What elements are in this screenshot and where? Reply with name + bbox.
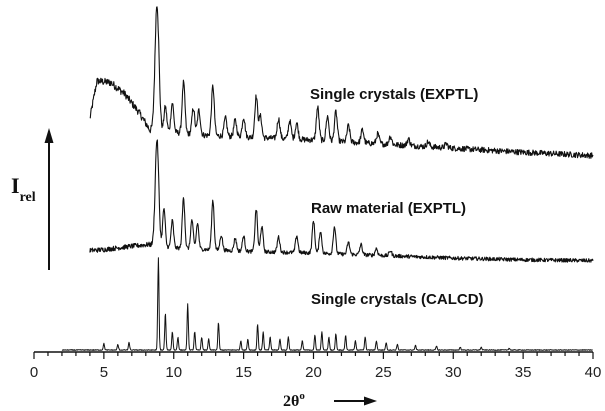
x-tick-label: 20 xyxy=(305,364,322,381)
x-axis: 0 5 10 15 20 25 30 35 40 xyxy=(30,352,602,381)
x-tick-label: 35 xyxy=(515,364,532,381)
series-label-single-crystals-exptl: Single crystals (EXPTL) xyxy=(310,86,478,103)
x-tick-label: 10 xyxy=(165,364,182,381)
x-axis-title-arrowhead xyxy=(364,397,377,406)
y-axis-title: Irel xyxy=(11,173,36,205)
y-axis: Irel xyxy=(11,128,54,270)
x-tick-label: 0 xyxy=(30,364,38,381)
x-tick-label: 5 xyxy=(100,364,108,381)
x-tick-label: 40 xyxy=(585,364,602,381)
x-axis-title: 2θo xyxy=(283,390,305,410)
series-label-single-crystals-calcd: Single crystals (CALCD) xyxy=(311,291,484,308)
y-axis-arrowhead xyxy=(45,128,54,143)
x-tick-label: 25 xyxy=(375,364,392,381)
trace-single-crystals-exptl xyxy=(90,7,593,159)
x-tick-label: 15 xyxy=(235,364,252,381)
x-tick-label: 30 xyxy=(445,364,462,381)
series-labels: Single crystals (EXPTL) Raw material (EX… xyxy=(310,86,484,308)
series-label-raw-material-exptl: Raw material (EXPTL) xyxy=(311,200,466,217)
x-axis-title-group: 2θo xyxy=(283,390,377,410)
